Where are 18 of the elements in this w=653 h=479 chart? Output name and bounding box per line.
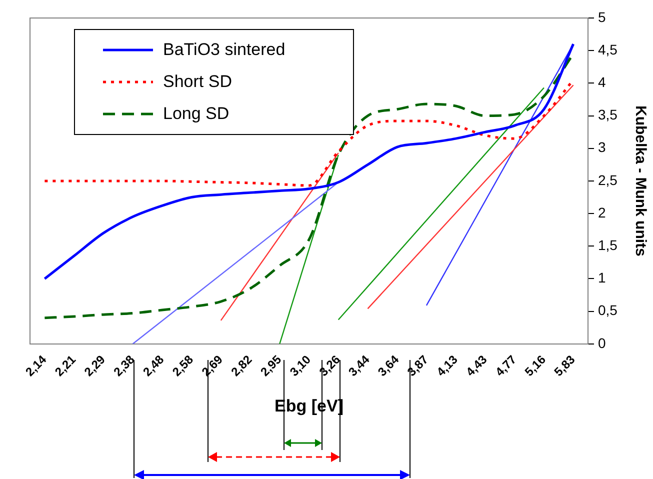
y-tick-label: 4 — [598, 74, 606, 90]
legend-label: Short SD — [163, 72, 232, 92]
y-tick-label: 2,5 — [598, 172, 618, 188]
y-axis-title: Kubelka - Munk units — [632, 106, 649, 256]
x-tick-label: 4,13 — [434, 352, 461, 379]
legend-label: Long SD — [163, 104, 230, 124]
y-tick-label: 3,5 — [598, 106, 618, 123]
legend-label: BaTiO3 sintered — [163, 40, 286, 60]
y-tick-label: 0 — [598, 334, 606, 351]
y-tick-label: 5 — [598, 8, 606, 25]
y-tick-label: 2 — [598, 204, 606, 220]
y-tick-label: 0,5 — [598, 302, 618, 318]
x-tick-label: 4,43 — [463, 352, 490, 379]
y-tick-label: 4,5 — [598, 41, 618, 58]
y-tick-label: 1,5 — [598, 236, 618, 253]
y-tick-label: 1 — [598, 270, 606, 286]
line-series — [43, 42, 575, 280]
y-tick-label: 3 — [598, 139, 606, 156]
